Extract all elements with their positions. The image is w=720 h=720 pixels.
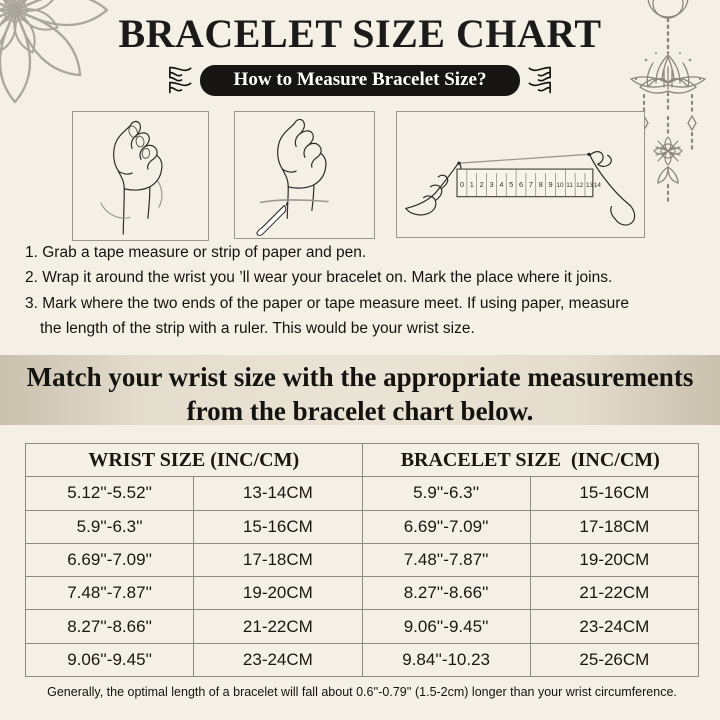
- svg-text:7: 7: [529, 180, 533, 189]
- svg-text:14: 14: [594, 182, 602, 189]
- svg-text:8: 8: [539, 180, 543, 189]
- svg-text:5: 5: [509, 180, 513, 189]
- svg-text:12: 12: [576, 182, 584, 189]
- svg-text:2: 2: [480, 180, 484, 189]
- svg-text:13: 13: [586, 182, 594, 189]
- svg-text:1: 1: [470, 180, 474, 189]
- svg-text:4: 4: [499, 180, 503, 189]
- svg-text:9: 9: [549, 180, 553, 189]
- svg-text:10: 10: [556, 182, 564, 189]
- svg-text:3: 3: [489, 180, 493, 189]
- svg-text:0: 0: [460, 180, 464, 189]
- svg-text:6: 6: [519, 180, 523, 189]
- svg-text:11: 11: [566, 182, 573, 189]
